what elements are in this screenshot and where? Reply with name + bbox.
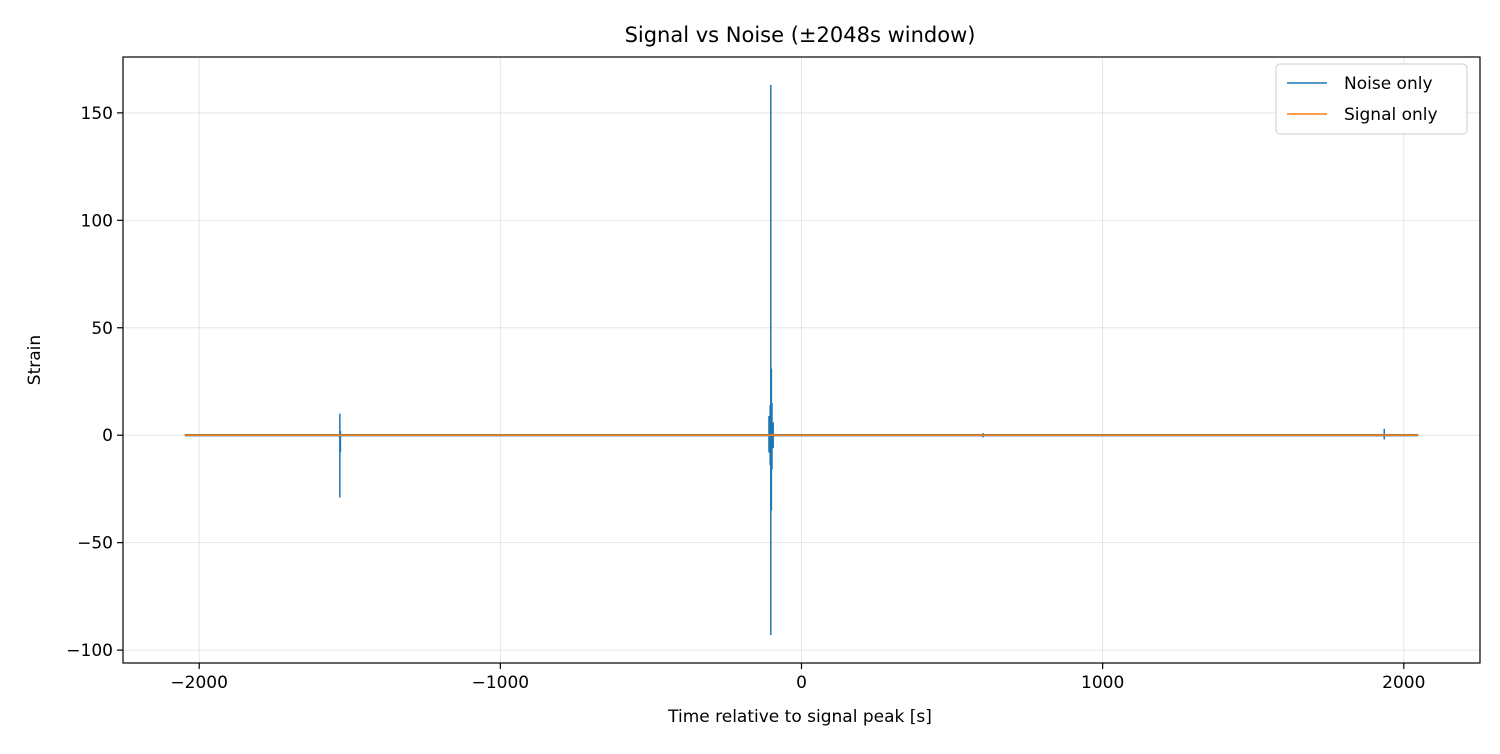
x-axis-label: Time relative to signal peak [s] xyxy=(667,707,932,727)
y-tick-label: 50 xyxy=(91,319,113,339)
y-axis-label: Strain xyxy=(25,335,45,385)
legend: Noise only Signal only xyxy=(1275,63,1468,135)
tick-layer: −2000 −1000 0 1000 2000 −100 −50 0 50 100 150 xyxy=(66,104,1425,693)
y-tick-label: −50 xyxy=(77,534,113,554)
legend-box xyxy=(1275,63,1468,135)
legend-label-signal-only: Signal only xyxy=(1344,105,1438,125)
x-tick-label: 1000 xyxy=(1081,673,1124,693)
legend-label-noise-only: Noise only xyxy=(1344,74,1433,94)
y-tick-label: 0 xyxy=(102,426,113,446)
y-tick-label: −100 xyxy=(66,641,113,661)
x-tick-label: 0 xyxy=(796,673,807,693)
series-layer xyxy=(184,84,1419,636)
grid-layer xyxy=(123,57,1480,663)
x-tick-label: 2000 xyxy=(1382,673,1425,693)
y-tick-label: 150 xyxy=(81,104,113,124)
y-tick-label: 100 xyxy=(81,211,113,231)
x-tick-label: −1000 xyxy=(472,673,530,693)
x-tick-label: −2000 xyxy=(170,673,228,693)
chart-title: Signal vs Noise (±2048s window) xyxy=(625,23,976,47)
